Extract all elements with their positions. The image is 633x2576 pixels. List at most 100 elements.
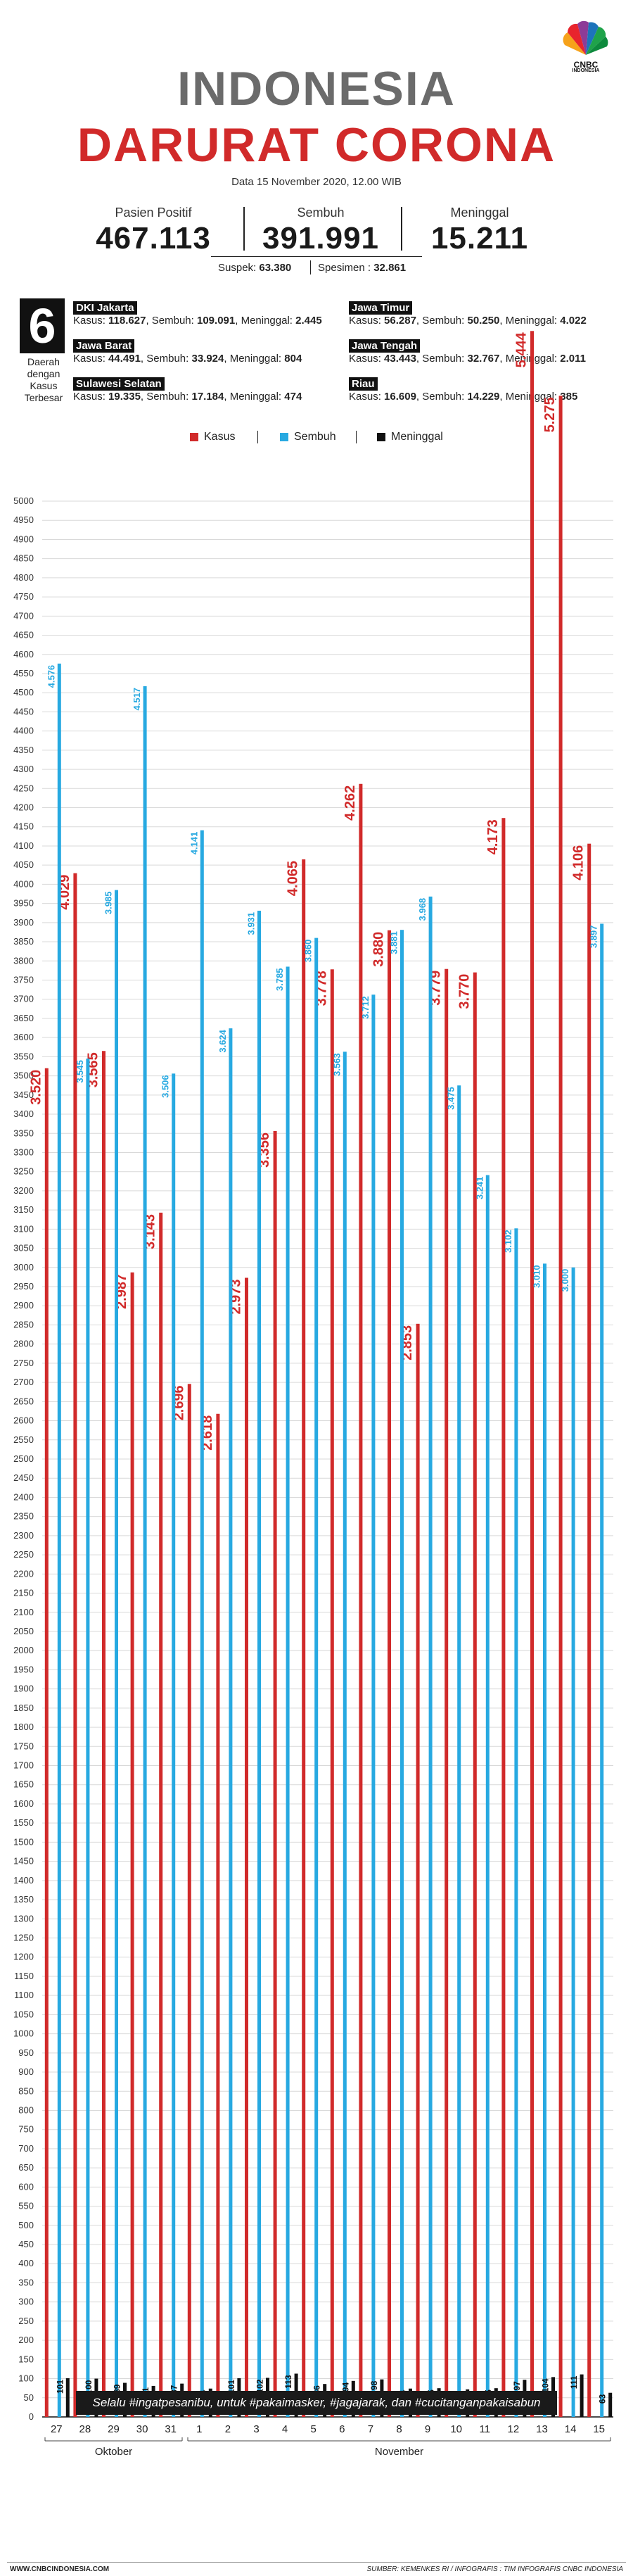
y-tick-label: 1050 (13, 2009, 34, 2019)
data-label-sembuh: 3.985 (103, 892, 114, 915)
y-tick-label: 2750 (13, 1358, 34, 1368)
y-tick-label: 2200 (13, 1568, 34, 1579)
bar-kasus (159, 1212, 163, 2417)
data-label-sembuh: 4.141 (188, 832, 199, 855)
sembuh-value: 391.991 (262, 221, 380, 255)
bar-sembuh (543, 1263, 546, 2417)
data-label-meninggal: 101 (226, 2380, 236, 2394)
legend-swatch-sembuh (280, 432, 288, 441)
y-tick-label: 1800 (13, 1722, 34, 1732)
region-name: Jawa Barat (73, 339, 135, 353)
bar-kasus (416, 1323, 420, 2417)
y-tick-label: 2800 (13, 1339, 34, 1349)
bar-sembuh (172, 1073, 176, 2417)
y-tick-label: 4950 (13, 514, 34, 525)
region-name: Jawa Timur (349, 301, 413, 315)
x-tick-label: 7 (368, 2423, 373, 2435)
legend-sembuh: Sembuh (280, 431, 336, 443)
data-label-sembuh: 3.624 (217, 1029, 228, 1052)
y-tick-label: 4000 (13, 878, 34, 889)
y-tick-label: 2650 (13, 1396, 34, 1406)
data-label-sembuh: 3.860 (303, 940, 314, 963)
y-tick-label: 1250 (13, 1933, 34, 1943)
y-tick-label: 350 (18, 2277, 34, 2287)
y-tick-label: 50 (24, 2392, 34, 2403)
y-tick-label: 800 (18, 2104, 34, 2115)
data-label-sembuh: 4.576 (46, 665, 56, 688)
data-label-kasus: 4.106 (571, 845, 587, 880)
bar-sembuh (86, 1059, 90, 2417)
y-tick-label: 3700 (13, 994, 34, 1004)
y-tick-label: 3150 (13, 1204, 34, 1215)
legend-swatch-meninggal (377, 432, 385, 441)
data-label-sembuh: 3.712 (360, 996, 371, 1019)
spesimen-label: Spesimen : (318, 262, 371, 274)
y-tick-label: 4400 (13, 726, 34, 736)
y-tick-label: 2050 (13, 1626, 34, 1636)
y-tick-label: 2350 (13, 1511, 34, 1522)
data-label-meninggal: 104 (541, 2378, 551, 2392)
y-tick-label: 4150 (13, 821, 34, 832)
x-tick-label: 28 (79, 2423, 91, 2435)
x-tick-label: 1 (196, 2423, 202, 2435)
region-name: Sulawesi Selatan (73, 377, 165, 391)
caption-line: Terbesar (24, 392, 63, 403)
x-tick-label: 29 (108, 2423, 120, 2435)
bar-kasus (273, 1130, 277, 2417)
y-tick-label: 750 (18, 2124, 34, 2135)
y-tick-label: 100 (18, 2373, 34, 2384)
y-tick-label: 2150 (13, 1588, 34, 1598)
footer-website[interactable]: WWW.CNBCINDONESIA.COM (10, 2565, 110, 2573)
y-tick-label: 2000 (13, 1645, 34, 1655)
y-tick-label: 450 (18, 2239, 34, 2249)
region-riau: Riau Kasus: 16.609, Sembuh: 14.229, Meni… (349, 377, 577, 403)
bar-sembuh (571, 1267, 575, 2417)
y-tick-label: 3600 (13, 1032, 34, 1042)
suspek-value: 63.380 (259, 262, 292, 274)
y-tick-label: 200 (18, 2335, 34, 2345)
sembuh-label: Sembuh (297, 206, 345, 220)
bar-kasus (216, 1413, 220, 2417)
footer-divider (7, 2562, 626, 2563)
month-label: November (375, 2446, 423, 2458)
bar-kasus (302, 859, 306, 2417)
positif-value: 467.113 (96, 221, 211, 255)
positif-label: Pasien Positif (115, 206, 192, 220)
y-tick-label: 400 (18, 2258, 34, 2268)
bar-sembuh (343, 1052, 347, 2417)
bar-kasus (102, 1051, 106, 2417)
data-label-meninggal: 97 (512, 2381, 522, 2391)
x-tick-label: 12 (508, 2423, 520, 2435)
bar-kasus (558, 396, 563, 2417)
x-tick-label: 6 (339, 2423, 345, 2435)
date-subtitle: Data 15 November 2020, 12.00 WIB (231, 176, 402, 188)
y-tick-label: 900 (18, 2066, 34, 2077)
bar-sembuh (143, 686, 147, 2417)
y-tick-label: 1750 (13, 1741, 34, 1751)
data-label-meninggal: 102 (255, 2379, 265, 2393)
region-detail: Kasus: 19.335, Sembuh: 17.184, Meninggal… (73, 391, 302, 403)
y-tick-label: 3750 (13, 975, 34, 985)
region-jabar: Jawa Barat Kasus: 44.491, Sembuh: 33.924… (73, 339, 302, 365)
region-dki: DKI Jakarta Kasus: 118.627, Sembuh: 109.… (73, 301, 322, 327)
y-tick-label: 300 (18, 2297, 34, 2307)
spesimen-value: 32.861 (373, 262, 407, 274)
y-tick-label: 4100 (13, 840, 34, 851)
y-tick-label: 550 (18, 2201, 34, 2211)
data-label-sembuh: 3.506 (160, 1075, 171, 1098)
data-label-meninggal: 111 (569, 2375, 579, 2389)
y-tick-label: 2900 (13, 1300, 34, 1311)
bar-kasus (245, 1277, 248, 2417)
region-name: Riau (349, 377, 378, 391)
y-tick-label: 2600 (13, 1415, 34, 1426)
cnbc-logo: CNBC INDONESIA (554, 20, 618, 76)
y-tick-label: 4600 (13, 649, 34, 659)
y-tick-label: 1600 (13, 1798, 34, 1809)
bar-sembuh (200, 830, 204, 2417)
legend-label: Meninggal (391, 431, 443, 443)
y-tick-label: 4750 (13, 591, 34, 602)
region-count: 6 (20, 298, 65, 353)
y-tick-label: 3300 (13, 1147, 34, 1157)
y-tick-label: 850 (18, 2085, 34, 2096)
bar-sembuh (286, 966, 290, 2417)
